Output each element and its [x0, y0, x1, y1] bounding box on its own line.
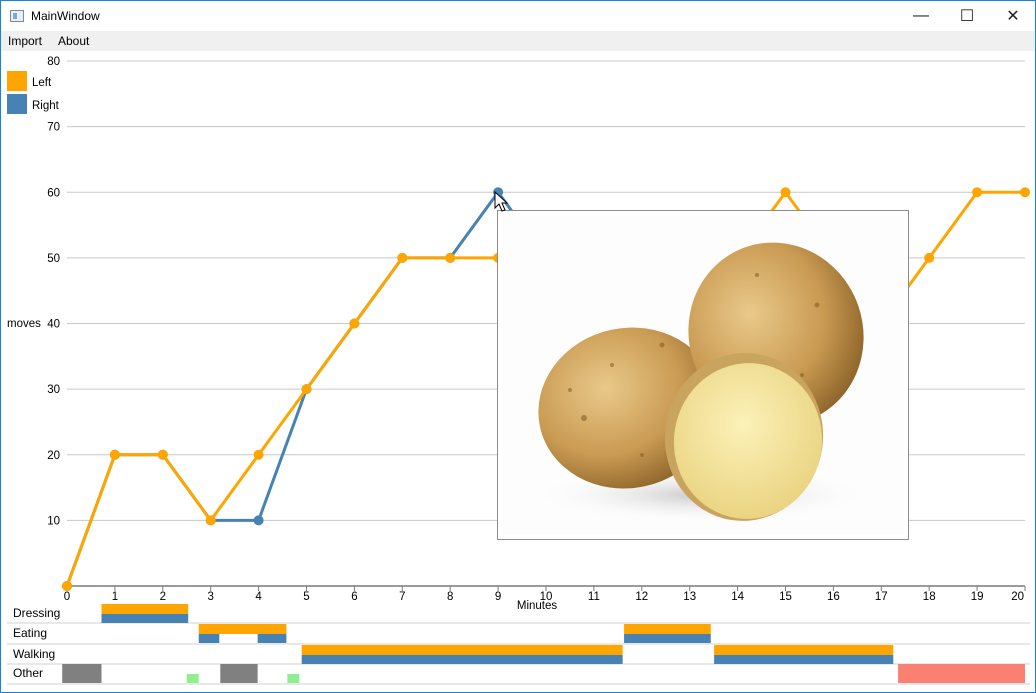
data-point-left	[924, 252, 935, 263]
timeline-row-label: Other	[13, 666, 43, 680]
x-tick-label: 11	[588, 591, 600, 603]
x-tick-label: 6	[351, 591, 357, 603]
timeline-segment-right	[257, 634, 287, 643]
potatoes-illustration	[532, 242, 872, 523]
data-point-left	[972, 187, 983, 198]
app-icon	[10, 10, 24, 22]
data-point-left	[301, 384, 312, 395]
y-axis-label: moves	[7, 318, 41, 330]
timeline-segment-left	[714, 645, 894, 655]
y-tick-label: 80	[47, 56, 60, 68]
x-tick-label: 15	[779, 591, 792, 603]
image-popup	[497, 210, 909, 540]
close-button[interactable]: ✕	[1006, 8, 1020, 25]
x-tick-label: 14	[731, 591, 744, 603]
timeline-block-other	[220, 664, 258, 683]
x-tick-label: 1	[112, 591, 118, 603]
y-tick-label: 60	[47, 187, 60, 199]
timeline-segment-right	[301, 655, 623, 664]
y-tick-label: 50	[47, 253, 60, 265]
data-point-left	[62, 581, 72, 591]
x-tick-label: 5	[303, 591, 309, 603]
y-tick-label: 30	[47, 384, 60, 396]
x-tick-label: 17	[875, 591, 888, 603]
data-point-left	[1020, 187, 1030, 198]
y-tick-label: 70	[47, 122, 60, 134]
menu-about[interactable]: About	[58, 34, 90, 48]
timeline-block-other	[62, 664, 102, 683]
legend-swatch-right	[7, 94, 27, 114]
legend-label-left: Left	[32, 77, 52, 89]
menu-bar: Import About	[1, 31, 1035, 51]
timeline-block-other	[186, 674, 199, 683]
x-tick-label: 13	[683, 591, 696, 603]
data-point-left	[109, 449, 120, 460]
timeline-block-other	[898, 664, 1025, 683]
data-point-left	[157, 449, 168, 460]
legend-label-right: Right	[32, 100, 60, 112]
data-point-right	[253, 515, 264, 526]
timeline-segment-right	[714, 655, 894, 664]
x-tick-label: 0	[64, 591, 70, 603]
x-tick-label: 19	[971, 591, 984, 603]
x-tick-label: 10	[540, 591, 553, 603]
title-bar[interactable]: MainWindow — ☐ ✕	[1, 1, 1035, 31]
x-tick-label: 4	[255, 591, 262, 603]
y-tick-label: 40	[47, 319, 60, 331]
timeline-segment-left	[624, 624, 711, 634]
x-tick-label: 12	[635, 591, 648, 603]
data-point-left	[780, 187, 791, 198]
menu-import[interactable]: Import	[8, 34, 43, 48]
data-point-left	[205, 515, 216, 526]
x-tick-label: 16	[827, 591, 840, 603]
timeline-segment-left	[198, 624, 287, 634]
potatoes-image	[502, 215, 904, 535]
legend-swatch-left	[7, 71, 27, 91]
x-tick-label: 2	[160, 591, 166, 603]
timeline-row-label: Walking	[13, 647, 55, 661]
timeline-segment-right	[624, 634, 711, 643]
mouse-cursor-icon	[494, 191, 509, 212]
timeline-segment-right	[101, 614, 189, 623]
x-tick-label: 8	[447, 591, 453, 603]
timeline-segment-left	[301, 645, 623, 655]
timeline-block-other	[287, 674, 300, 683]
x-tick-label: 3	[207, 591, 213, 603]
data-point-left	[445, 252, 456, 263]
y-tick-label: 20	[47, 450, 60, 462]
timeline-segment-left	[101, 604, 189, 614]
timeline-row-label: Dressing	[13, 606, 60, 620]
minimize-button[interactable]: —	[913, 7, 929, 24]
x-tick-label: 18	[923, 591, 936, 603]
x-tick-label: 20	[1011, 591, 1024, 603]
x-tick-label: 9	[495, 591, 501, 603]
data-point-left	[349, 318, 360, 329]
window-title: MainWindow	[31, 9, 100, 23]
data-point-left	[253, 449, 264, 460]
y-tick-label: 10	[47, 515, 60, 527]
timeline-row-label: Eating	[13, 626, 47, 640]
x-axis-label: Minutes	[517, 600, 558, 612]
data-point-left	[397, 252, 408, 263]
timeline-segment-right	[198, 634, 220, 643]
maximize-button[interactable]: ☐	[959, 8, 975, 25]
x-tick-label: 7	[399, 591, 405, 603]
